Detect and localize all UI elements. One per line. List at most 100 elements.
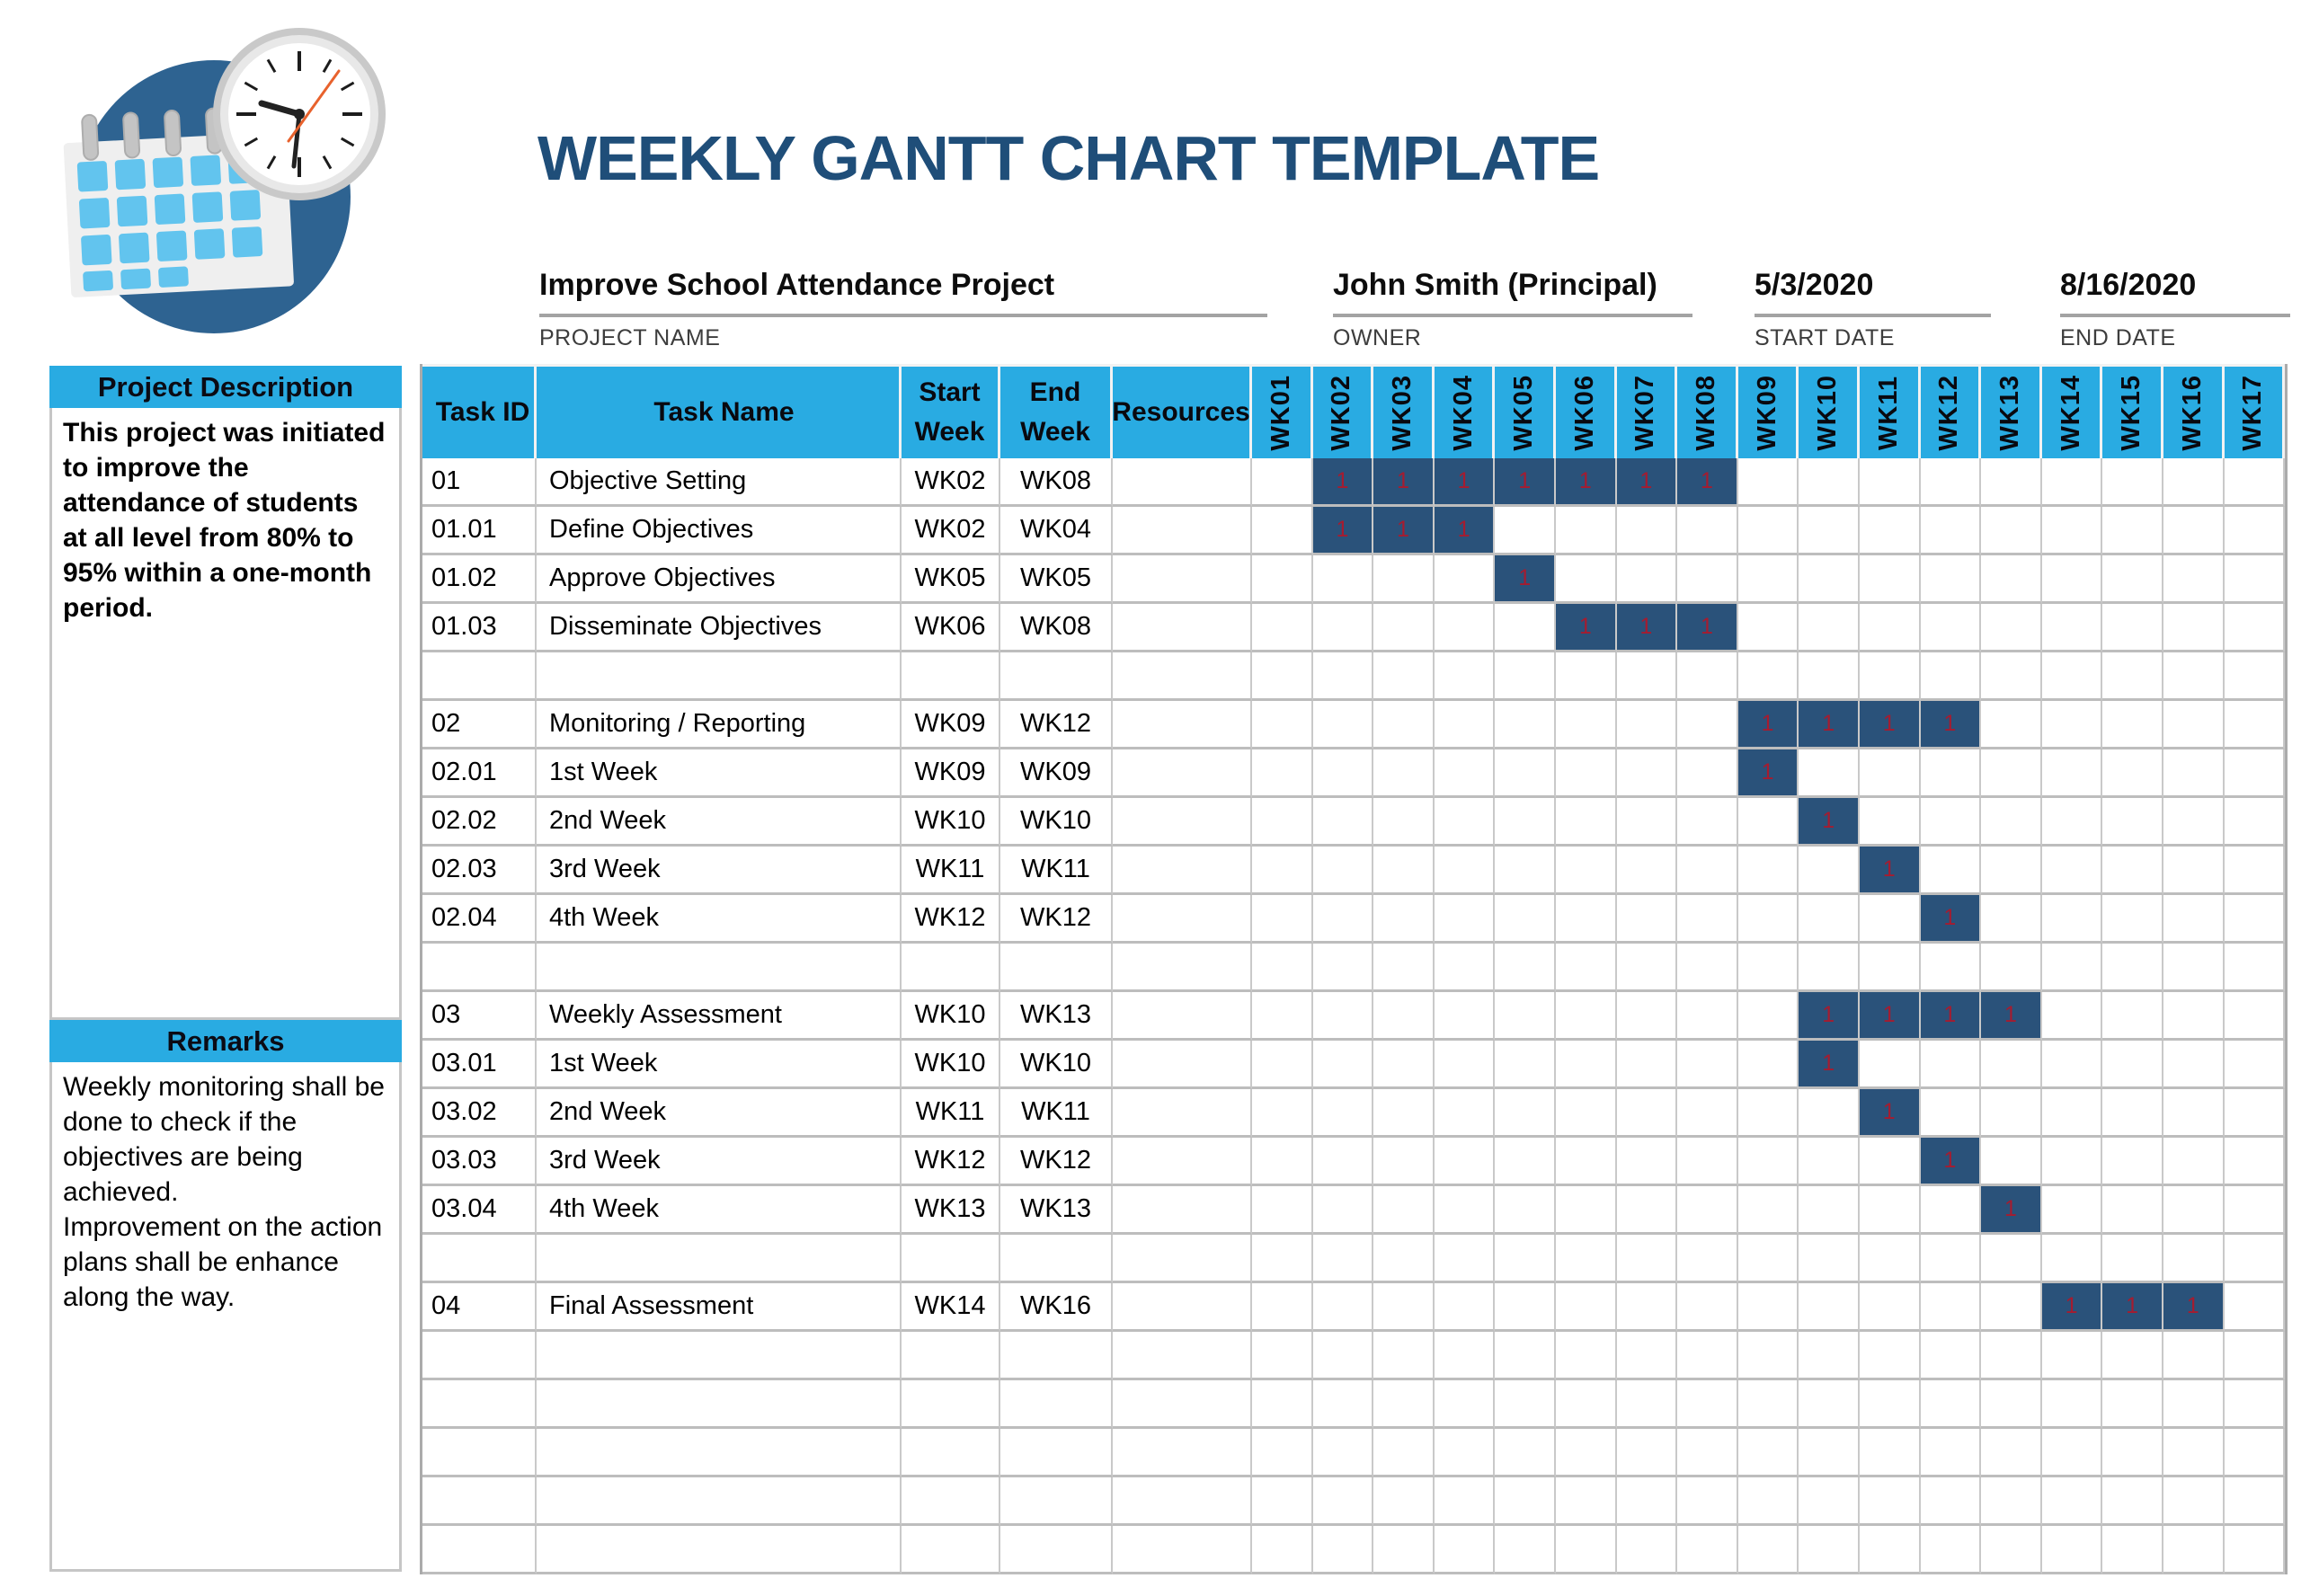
week-cell[interactable] (1920, 652, 1982, 701)
week-cell[interactable] (1677, 555, 1738, 604)
week-cell[interactable] (1981, 749, 2042, 798)
week-cell[interactable] (1859, 458, 1921, 507)
week-cell[interactable] (1677, 1186, 1738, 1235)
week-cell[interactable] (2163, 652, 2225, 701)
week-cell[interactable] (1555, 1089, 1617, 1138)
week-cell[interactable] (1677, 1477, 1738, 1526)
week-cell[interactable] (1312, 798, 1374, 847)
start-week-cell[interactable] (902, 652, 1000, 701)
week-cell[interactable] (1737, 604, 1799, 652)
task-id-cell[interactable] (422, 1429, 537, 1477)
week-cell[interactable] (1434, 1526, 1496, 1574)
week-cell[interactable] (1920, 749, 1982, 798)
week-cell[interactable] (2041, 1235, 2103, 1283)
week-cell[interactable] (1373, 798, 1435, 847)
week-cell[interactable] (1737, 992, 1799, 1041)
week-cell[interactable] (1373, 1332, 1435, 1380)
week-cell[interactable] (1616, 1332, 1678, 1380)
end-week-cell[interactable] (1000, 1429, 1113, 1477)
gantt-bar-cell[interactable]: 1 (1555, 604, 1617, 652)
start-week-cell[interactable]: WK09 (902, 701, 1000, 749)
week-cell[interactable] (1859, 1526, 1921, 1574)
week-cell[interactable] (1859, 1477, 1921, 1526)
week-cell[interactable] (1677, 992, 1738, 1041)
project-description-body[interactable]: This project was initiated to improve th… (49, 408, 402, 1020)
resources-cell[interactable] (1113, 1332, 1252, 1380)
week-cell[interactable] (1737, 1041, 1799, 1089)
resources-cell[interactable] (1113, 507, 1252, 555)
week-cell[interactable] (2041, 895, 2103, 944)
week-cell[interactable] (2102, 1186, 2163, 1235)
start-week-cell[interactable] (902, 1332, 1000, 1380)
week-cell[interactable] (1252, 1477, 1313, 1526)
week-cell[interactable] (1312, 652, 1374, 701)
resources-cell[interactable] (1113, 1186, 1252, 1235)
task-name-cell[interactable]: Monitoring / Reporting (537, 701, 902, 749)
resources-cell[interactable] (1113, 944, 1252, 992)
week-cell[interactable] (1737, 1235, 1799, 1283)
week-cell[interactable] (1859, 1138, 1921, 1186)
week-cell[interactable] (1981, 1477, 2042, 1526)
week-cell[interactable] (1859, 555, 1921, 604)
week-cell[interactable] (2163, 895, 2225, 944)
week-cell[interactable] (1252, 701, 1313, 749)
resources-cell[interactable] (1113, 1477, 1252, 1526)
week-cell[interactable] (1312, 944, 1374, 992)
week-cell[interactable] (1312, 1477, 1374, 1526)
week-cell[interactable] (1495, 1283, 1556, 1332)
week-cell[interactable] (1312, 1235, 1374, 1283)
week-cell[interactable] (2102, 1380, 2163, 1429)
week-cell[interactable] (1677, 895, 1738, 944)
gantt-bar-cell[interactable]: 1 (1920, 1138, 1982, 1186)
week-cell[interactable] (1616, 1429, 1678, 1477)
week-cell[interactable] (1312, 1429, 1374, 1477)
start-week-cell[interactable]: WK02 (902, 458, 1000, 507)
gantt-bar-cell[interactable]: 1 (1859, 847, 1921, 895)
week-cell[interactable] (1799, 1186, 1860, 1235)
week-cell[interactable] (2102, 555, 2163, 604)
week-cell[interactable] (2163, 1138, 2225, 1186)
week-cell[interactable] (1555, 992, 1617, 1041)
week-cell[interactable] (1495, 1526, 1556, 1574)
gantt-bar-cell[interactable]: 1 (1373, 458, 1435, 507)
week-cell[interactable] (2224, 1283, 2286, 1332)
week-cell[interactable] (1737, 1380, 1799, 1429)
week-cell[interactable] (1495, 1332, 1556, 1380)
week-cell[interactable] (1616, 798, 1678, 847)
week-cell[interactable] (1859, 652, 1921, 701)
week-cell[interactable] (1859, 895, 1921, 944)
end-week-cell[interactable]: WK11 (1000, 1089, 1113, 1138)
end-week-cell[interactable]: WK08 (1000, 458, 1113, 507)
week-cell[interactable] (1920, 1380, 1982, 1429)
start-week-cell[interactable] (902, 1380, 1000, 1429)
task-name-cell[interactable] (537, 652, 902, 701)
start-week-cell[interactable]: WK10 (902, 1041, 1000, 1089)
week-cell[interactable] (1434, 798, 1496, 847)
week-cell[interactable] (2163, 1089, 2225, 1138)
week-cell[interactable] (1495, 992, 1556, 1041)
task-name-cell[interactable]: 3rd Week (537, 1138, 902, 1186)
start-week-cell[interactable]: WK11 (902, 1089, 1000, 1138)
week-cell[interactable] (1920, 1477, 1982, 1526)
week-cell[interactable] (1920, 1283, 1982, 1332)
week-cell[interactable] (1555, 1138, 1617, 1186)
week-cell[interactable] (2041, 1332, 2103, 1380)
week-cell[interactable] (1981, 555, 2042, 604)
task-name-cell[interactable]: 3rd Week (537, 847, 902, 895)
week-cell[interactable] (1981, 652, 2042, 701)
week-cell[interactable] (1495, 1380, 1556, 1429)
week-cell[interactable] (2163, 992, 2225, 1041)
week-cell[interactable] (2102, 895, 2163, 944)
week-cell[interactable] (2041, 847, 2103, 895)
week-cell[interactable] (1555, 1380, 1617, 1429)
task-id-cell[interactable]: 04 (422, 1283, 537, 1332)
week-cell[interactable] (1981, 1138, 2042, 1186)
end-week-cell[interactable]: WK10 (1000, 1041, 1113, 1089)
resources-cell[interactable] (1113, 458, 1252, 507)
week-cell[interactable] (2041, 1477, 2103, 1526)
week-cell[interactable] (1495, 701, 1556, 749)
gantt-bar-cell[interactable]: 1 (1799, 992, 1860, 1041)
week-cell[interactable] (2041, 1041, 2103, 1089)
owner-value[interactable]: John Smith (Principal) (1333, 268, 1692, 317)
resources-cell[interactable] (1113, 652, 1252, 701)
